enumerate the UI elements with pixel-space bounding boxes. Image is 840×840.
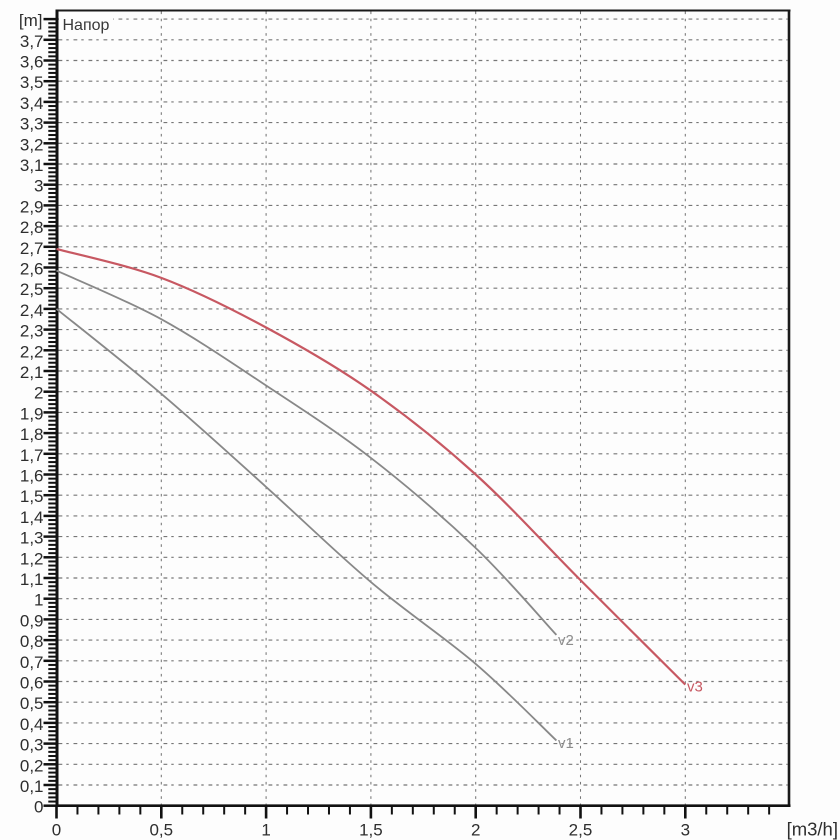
svg-text:2,4: 2,4	[20, 301, 44, 320]
svg-text:2,7: 2,7	[20, 239, 44, 258]
svg-text:1,8: 1,8	[20, 425, 44, 444]
svg-text:v1: v1	[558, 735, 574, 752]
svg-text:1,2: 1,2	[20, 549, 44, 568]
svg-text:1,5: 1,5	[20, 487, 44, 506]
svg-text:2: 2	[471, 821, 480, 840]
svg-text:1,3: 1,3	[20, 529, 44, 548]
svg-text:3,2: 3,2	[20, 135, 44, 154]
svg-text:0,5: 0,5	[20, 694, 44, 713]
svg-text:3: 3	[681, 821, 690, 840]
svg-text:0: 0	[34, 798, 43, 817]
svg-text:2,3: 2,3	[20, 322, 44, 341]
svg-text:3,7: 3,7	[20, 32, 44, 51]
svg-text:3: 3	[34, 177, 43, 196]
svg-text:v3: v3	[687, 679, 703, 696]
svg-text:0,9: 0,9	[20, 611, 44, 630]
svg-text:[m3/h]: [m3/h]	[787, 819, 838, 840]
svg-text:0,2: 0,2	[20, 756, 44, 775]
svg-text:0,3: 0,3	[20, 736, 44, 755]
svg-text:3,4: 3,4	[20, 94, 44, 113]
svg-text:1,5: 1,5	[359, 821, 383, 840]
svg-text:3,6: 3,6	[20, 53, 44, 72]
svg-text:3,5: 3,5	[20, 73, 44, 92]
svg-text:1: 1	[34, 591, 43, 610]
svg-text:1,6: 1,6	[20, 467, 44, 486]
svg-text:1,7: 1,7	[20, 446, 44, 465]
svg-text:1,4: 1,4	[20, 508, 44, 527]
svg-text:0,7: 0,7	[20, 653, 44, 672]
svg-text:[m]: [m]	[19, 11, 43, 30]
svg-text:0,1: 0,1	[20, 777, 44, 796]
svg-text:1: 1	[261, 821, 270, 840]
svg-text:2,2: 2,2	[20, 342, 44, 361]
svg-text:0: 0	[52, 821, 61, 840]
svg-text:1,1: 1,1	[20, 570, 44, 589]
svg-text:1,9: 1,9	[20, 404, 44, 423]
svg-text:0,4: 0,4	[20, 715, 44, 734]
svg-text:2,6: 2,6	[20, 260, 44, 279]
svg-text:v2: v2	[558, 632, 574, 649]
svg-text:3,1: 3,1	[20, 156, 44, 175]
svg-text:0,6: 0,6	[20, 674, 44, 693]
svg-text:0,5: 0,5	[149, 821, 173, 840]
svg-text:3,3: 3,3	[20, 115, 44, 134]
svg-text:0,8: 0,8	[20, 632, 44, 651]
svg-text:2,5: 2,5	[20, 280, 44, 299]
svg-text:2: 2	[34, 384, 43, 403]
svg-text:2,5: 2,5	[569, 821, 593, 840]
svg-text:Напор: Напор	[63, 17, 110, 34]
svg-text:2,8: 2,8	[20, 218, 44, 237]
svg-text:2,9: 2,9	[20, 197, 44, 216]
svg-text:2,1: 2,1	[20, 363, 44, 382]
